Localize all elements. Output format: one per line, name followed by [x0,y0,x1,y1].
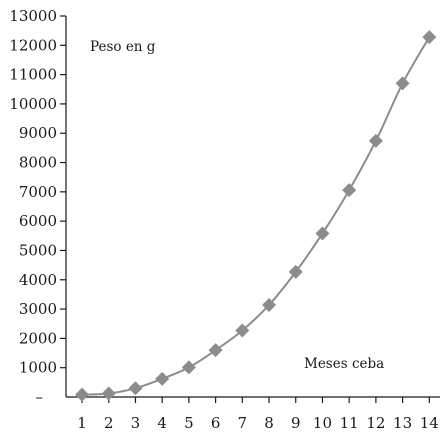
x-tick-label: 3 [131,414,141,432]
y-tick-label: 4000 [19,271,57,289]
markers [75,30,437,402]
y-tick-label: 3000 [19,300,57,318]
x-tick-label: 11 [340,414,359,432]
data-point [208,343,223,358]
data-point [155,371,170,386]
data-point [422,30,437,45]
y-tick-label: 11000 [9,66,57,84]
data-point [395,76,410,91]
x-tick-label: 8 [264,414,274,432]
y-tick-label: 7000 [19,183,57,201]
y-tick-label: 8000 [19,154,57,172]
y-tick-label: 5000 [19,241,57,259]
y-tick-label: 6000 [19,212,57,230]
x-tick-label: 14 [420,414,439,432]
x-tick-label: 7 [238,414,248,432]
data-point [262,297,277,312]
axes: 1000 2000 3000 4000 5000 6000 7000 8000 9000 1000… [9,7,440,432]
data-point [368,133,383,148]
x-tick-label: 10 [313,414,332,432]
y-tick-label: 2000 [19,329,57,347]
data-point [128,381,143,396]
data-point [288,264,303,279]
data-point [75,387,90,402]
y-tick-label-zero: – [36,388,44,406]
y-axis-label: Peso en g [90,39,156,55]
x-tick-label: 2 [104,414,114,432]
series-path [81,36,431,396]
y-tick-label: 12000 [9,36,57,54]
data-point [235,323,250,338]
x-tick-label: 4 [157,414,167,432]
series-line [81,36,431,396]
x-tick-label: 6 [211,414,221,432]
x-tick-label: 5 [184,414,194,432]
data-point [315,226,330,241]
x-tick-label: 1 [77,414,87,432]
x-tick-label: 13 [393,414,412,432]
x-tick-label: 12 [366,414,385,432]
data-point [181,360,196,375]
y-tick-label: 1000 [19,359,57,377]
data-point [342,183,357,198]
y-tick-label: 13000 [9,7,57,25]
x-tick-label: 9 [291,414,301,432]
data-point [101,386,116,401]
x-axis-label: Meses ceba [304,356,384,372]
y-tick-label: 10000 [9,95,57,113]
y-tick-label: 9000 [19,124,57,142]
